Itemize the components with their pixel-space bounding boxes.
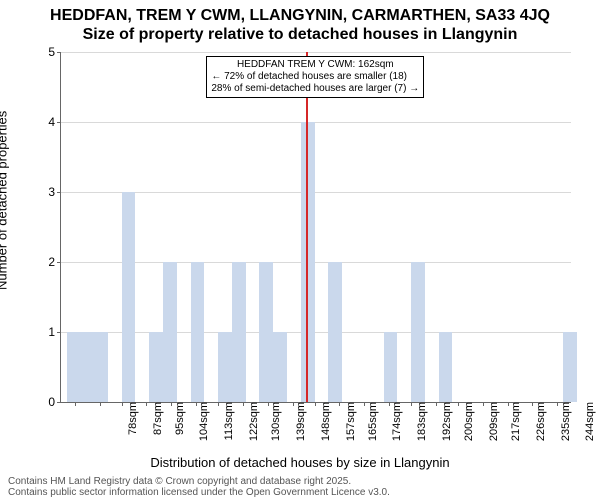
xtick-label: 95sqm: [170, 402, 186, 452]
chart-title-line1: HEDDFAN, TREM Y CWM, LLANGYNIN, CARMARTH…: [0, 6, 600, 25]
ytick-mark: [57, 402, 61, 403]
chart-title-line2: Size of property relative to detached ho…: [0, 25, 600, 44]
gridline: [61, 52, 571, 53]
histogram-bar: [149, 332, 163, 402]
xtick-label: 174sqm: [387, 402, 403, 452]
xtick-mark: [436, 402, 437, 406]
xtick-label: 87sqm: [148, 402, 164, 452]
xtick-mark: [458, 402, 459, 406]
xtick-mark: [364, 402, 365, 406]
histogram-bar: [259, 262, 273, 402]
ytick-label: 0: [48, 395, 55, 409]
xtick-mark: [171, 402, 172, 406]
histogram-bar: [67, 332, 81, 402]
xtick-label: 226sqm: [531, 402, 547, 452]
plot-area: 012345HEDDFAN TREM Y CWM: 162sqm← 72% of…: [60, 52, 571, 403]
annotation-line1: HEDDFAN TREM Y CWM: 162sqm: [211, 59, 419, 71]
xtick-mark: [483, 402, 484, 406]
histogram-bar: [191, 262, 205, 402]
histogram-bar: [218, 332, 232, 402]
xtick-mark: [146, 402, 147, 406]
xtick-mark: [339, 402, 340, 406]
xtick-mark: [389, 402, 390, 406]
xtick-label: 244sqm: [580, 402, 596, 452]
xtick-mark: [196, 402, 197, 406]
histogram-bar: [80, 332, 94, 402]
reference-line: [306, 52, 308, 402]
xtick-mark: [557, 402, 558, 406]
histogram-bar: [439, 332, 453, 402]
histogram-bar: [563, 332, 577, 402]
gridline: [61, 192, 571, 193]
xtick-label: 235sqm: [556, 402, 572, 452]
ytick-label: 3: [48, 185, 55, 199]
xtick-label: 78sqm: [123, 402, 139, 452]
ytick-mark: [57, 122, 61, 123]
histogram-bar: [94, 332, 108, 402]
histogram-bar: [273, 332, 287, 402]
xtick-mark: [122, 402, 123, 406]
histogram-bar: [163, 262, 177, 402]
xtick-mark: [532, 402, 533, 406]
xtick-label: 113sqm: [219, 402, 235, 452]
xtick-mark: [268, 402, 269, 406]
xtick-mark: [293, 402, 294, 406]
xtick-mark: [100, 402, 101, 406]
histogram-bar: [328, 262, 342, 402]
xtick-mark: [411, 402, 412, 406]
ytick-label: 5: [48, 45, 55, 59]
ytick-label: 4: [48, 115, 55, 129]
ytick-mark: [57, 262, 61, 263]
xtick-label: 122sqm: [244, 402, 260, 452]
xtick-label: 104sqm: [194, 402, 210, 452]
x-axis-label: Distribution of detached houses by size …: [0, 455, 600, 470]
xtick-label: 192sqm: [437, 402, 453, 452]
xtick-label: 209sqm: [484, 402, 500, 452]
xtick-label: 183sqm: [412, 402, 428, 452]
xtick-label: 139sqm: [291, 402, 307, 452]
xtick-label: 157sqm: [341, 402, 357, 452]
attribution-line2: Contains public sector information licen…: [8, 487, 390, 498]
histogram-bar: [384, 332, 398, 402]
property-size-chart: HEDDFAN, TREM Y CWM, LLANGYNIN, CARMARTH…: [0, 0, 600, 500]
ytick-label: 2: [48, 255, 55, 269]
xtick-mark: [508, 402, 509, 406]
ytick-label: 1: [48, 325, 55, 339]
gridline: [61, 122, 571, 123]
xtick-mark: [315, 402, 316, 406]
ytick-mark: [57, 52, 61, 53]
y-axis-label: Number of detached properties: [0, 111, 10, 290]
annotation-line2: ← 72% of detached houses are smaller (18…: [211, 71, 419, 83]
xtick-mark: [243, 402, 244, 406]
attribution: Contains HM Land Registry data © Crown c…: [8, 476, 390, 498]
gridline: [61, 332, 571, 333]
attribution-line1: Contains HM Land Registry data © Crown c…: [8, 476, 390, 487]
histogram-bar: [122, 192, 136, 402]
xtick-mark: [218, 402, 219, 406]
xtick-label: 217sqm: [506, 402, 522, 452]
annotation-box: HEDDFAN TREM Y CWM: 162sqm← 72% of detac…: [206, 56, 424, 98]
histogram-bar: [411, 262, 425, 402]
histogram-bar: [232, 262, 246, 402]
xtick-mark: [75, 402, 76, 406]
ytick-mark: [57, 192, 61, 193]
ytick-mark: [57, 332, 61, 333]
xtick-label: 165sqm: [363, 402, 379, 452]
gridline: [61, 262, 571, 263]
xtick-label: 130sqm: [266, 402, 282, 452]
annotation-line3: 28% of semi-detached houses are larger (…: [211, 83, 419, 95]
xtick-label: 200sqm: [459, 402, 475, 452]
xtick-label: 148sqm: [316, 402, 332, 452]
chart-titles: HEDDFAN, TREM Y CWM, LLANGYNIN, CARMARTH…: [0, 0, 600, 44]
